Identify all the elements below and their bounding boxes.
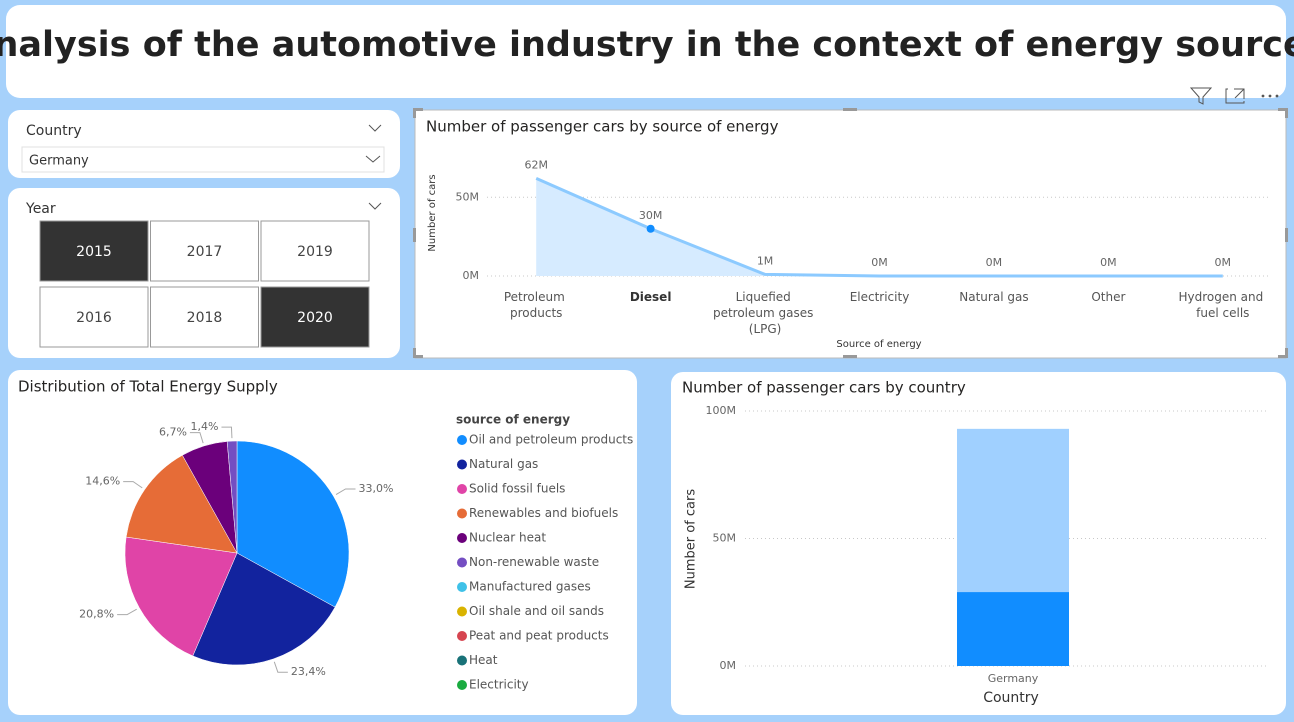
year-label: 2019 [297,244,333,260]
data-label: 1M [757,254,774,267]
legend-label: Renewables and biofuels [469,506,618,520]
legend-swatch [457,631,467,641]
filter-icon[interactable] [1189,87,1213,105]
legend-swatch [457,508,467,519]
year-label: 2017 [187,244,223,260]
data-label: 0M [871,256,888,269]
pie-slice [236,440,350,608]
legend-swatch [457,484,467,494]
legend-label: Non-renewable waste [469,555,599,569]
x-tick-label: Germany [988,672,1039,685]
x-tick-label: Natural gas [959,290,1028,304]
legend-swatch [457,606,467,617]
year-button[interactable] [260,286,370,348]
data-label: 14,6% [85,475,120,488]
title-panel [6,5,1286,98]
legend-swatch [457,533,467,543]
chart-title: Distribution of Total Energy Supply [18,378,278,396]
y-tick-label: 100M [706,404,737,417]
year-button[interactable] [39,286,149,348]
data-label: 0M [1100,256,1117,269]
legend-label: Manufactured gases [469,580,591,594]
data-label: 33,0% [359,482,394,495]
x-axis-title: Source of energy [836,339,921,350]
leader-line [335,488,356,495]
leader-line [273,661,288,673]
chevron[interactable] [365,155,381,163]
leader-line [221,426,233,439]
y-axis-title: Number of cars [684,489,699,589]
data-label: 20,8% [79,608,114,621]
legend-label: Nuclear heat [469,531,546,545]
dropdown[interactable] [21,146,385,173]
legend-label: Peat and peat products [469,629,609,643]
y-axis-title: Number of cars [427,174,438,251]
legend-label: Oil shale and oil sands [469,604,604,618]
x-tick-label: Petroleum products [504,290,569,320]
dashboard-title: Analysis of the automotive industry in t… [0,25,1294,65]
y-tick-label: 0M [463,269,480,282]
legend-label: Solid fossil fuels [469,482,565,496]
legend-label: Natural gas [469,457,538,471]
x-tick-label: Electricity [850,290,910,304]
x-axis-title: Country [983,690,1039,706]
year-label: 2016 [76,310,112,326]
leader-line [123,481,143,489]
handles [413,108,1288,358]
pie-slice [125,454,238,554]
more-icon[interactable] [1261,94,1279,98]
legend-label: Heat [469,653,498,667]
leader-line [189,432,204,444]
pie-slice [124,536,238,657]
focus-icon[interactable] [1225,88,1245,104]
x-tick-label: Other [1091,290,1125,304]
dropdown-value: Germany [29,154,89,169]
x-tick-label: Diesel [630,290,672,304]
data-label: 6,7% [159,426,187,439]
bar-segment [957,428,1069,593]
x-tick-label: Liquefied petroleum gases (LPG) [713,290,817,336]
slicer-label: Country [26,123,82,139]
legend-swatch [457,655,467,666]
legend-swatch [457,459,467,470]
bar-segment [957,592,1069,666]
chart-title: Number of passenger cars by country [682,379,966,397]
chevron[interactable] [368,124,382,132]
year-button[interactable] [150,220,259,282]
year-button[interactable] [39,220,149,282]
pie-slice [192,552,336,666]
chart-title: Number of passenger cars by source of en… [426,118,779,136]
data-label: 0M [986,256,1003,269]
year-button[interactable] [260,220,370,282]
legend-label: Electricity [469,678,529,692]
legend-swatch [457,435,467,445]
legend-title: source of energy [456,413,570,427]
legend-swatch [457,680,467,690]
legend-swatch [457,557,467,568]
data-label: 62M [524,158,548,171]
y-tick-label: 50M [713,532,737,545]
data-label: 1,4% [191,420,219,433]
year-button[interactable] [150,286,259,348]
data-label: 0M [1215,256,1232,269]
legend-swatch [457,582,467,592]
y-tick-label: 50M [456,190,480,203]
legend-label: Oil and petroleum products [469,433,633,447]
pie-slice [226,440,238,554]
y-tick-label: 0M [720,659,737,672]
area-fill [536,178,1223,276]
leader-line [117,608,137,616]
x-tick-label: Hydrogen and fuel cells [1178,290,1267,320]
highlight-point [646,224,655,233]
year-label: 2020 [297,310,333,326]
year-label: 2015 [76,244,112,260]
data-label: 30M [639,209,663,222]
year-label: 2018 [187,310,223,326]
data-label: 23,4% [291,665,326,678]
slicer-label: Year [25,201,56,217]
chevron[interactable] [368,202,382,210]
